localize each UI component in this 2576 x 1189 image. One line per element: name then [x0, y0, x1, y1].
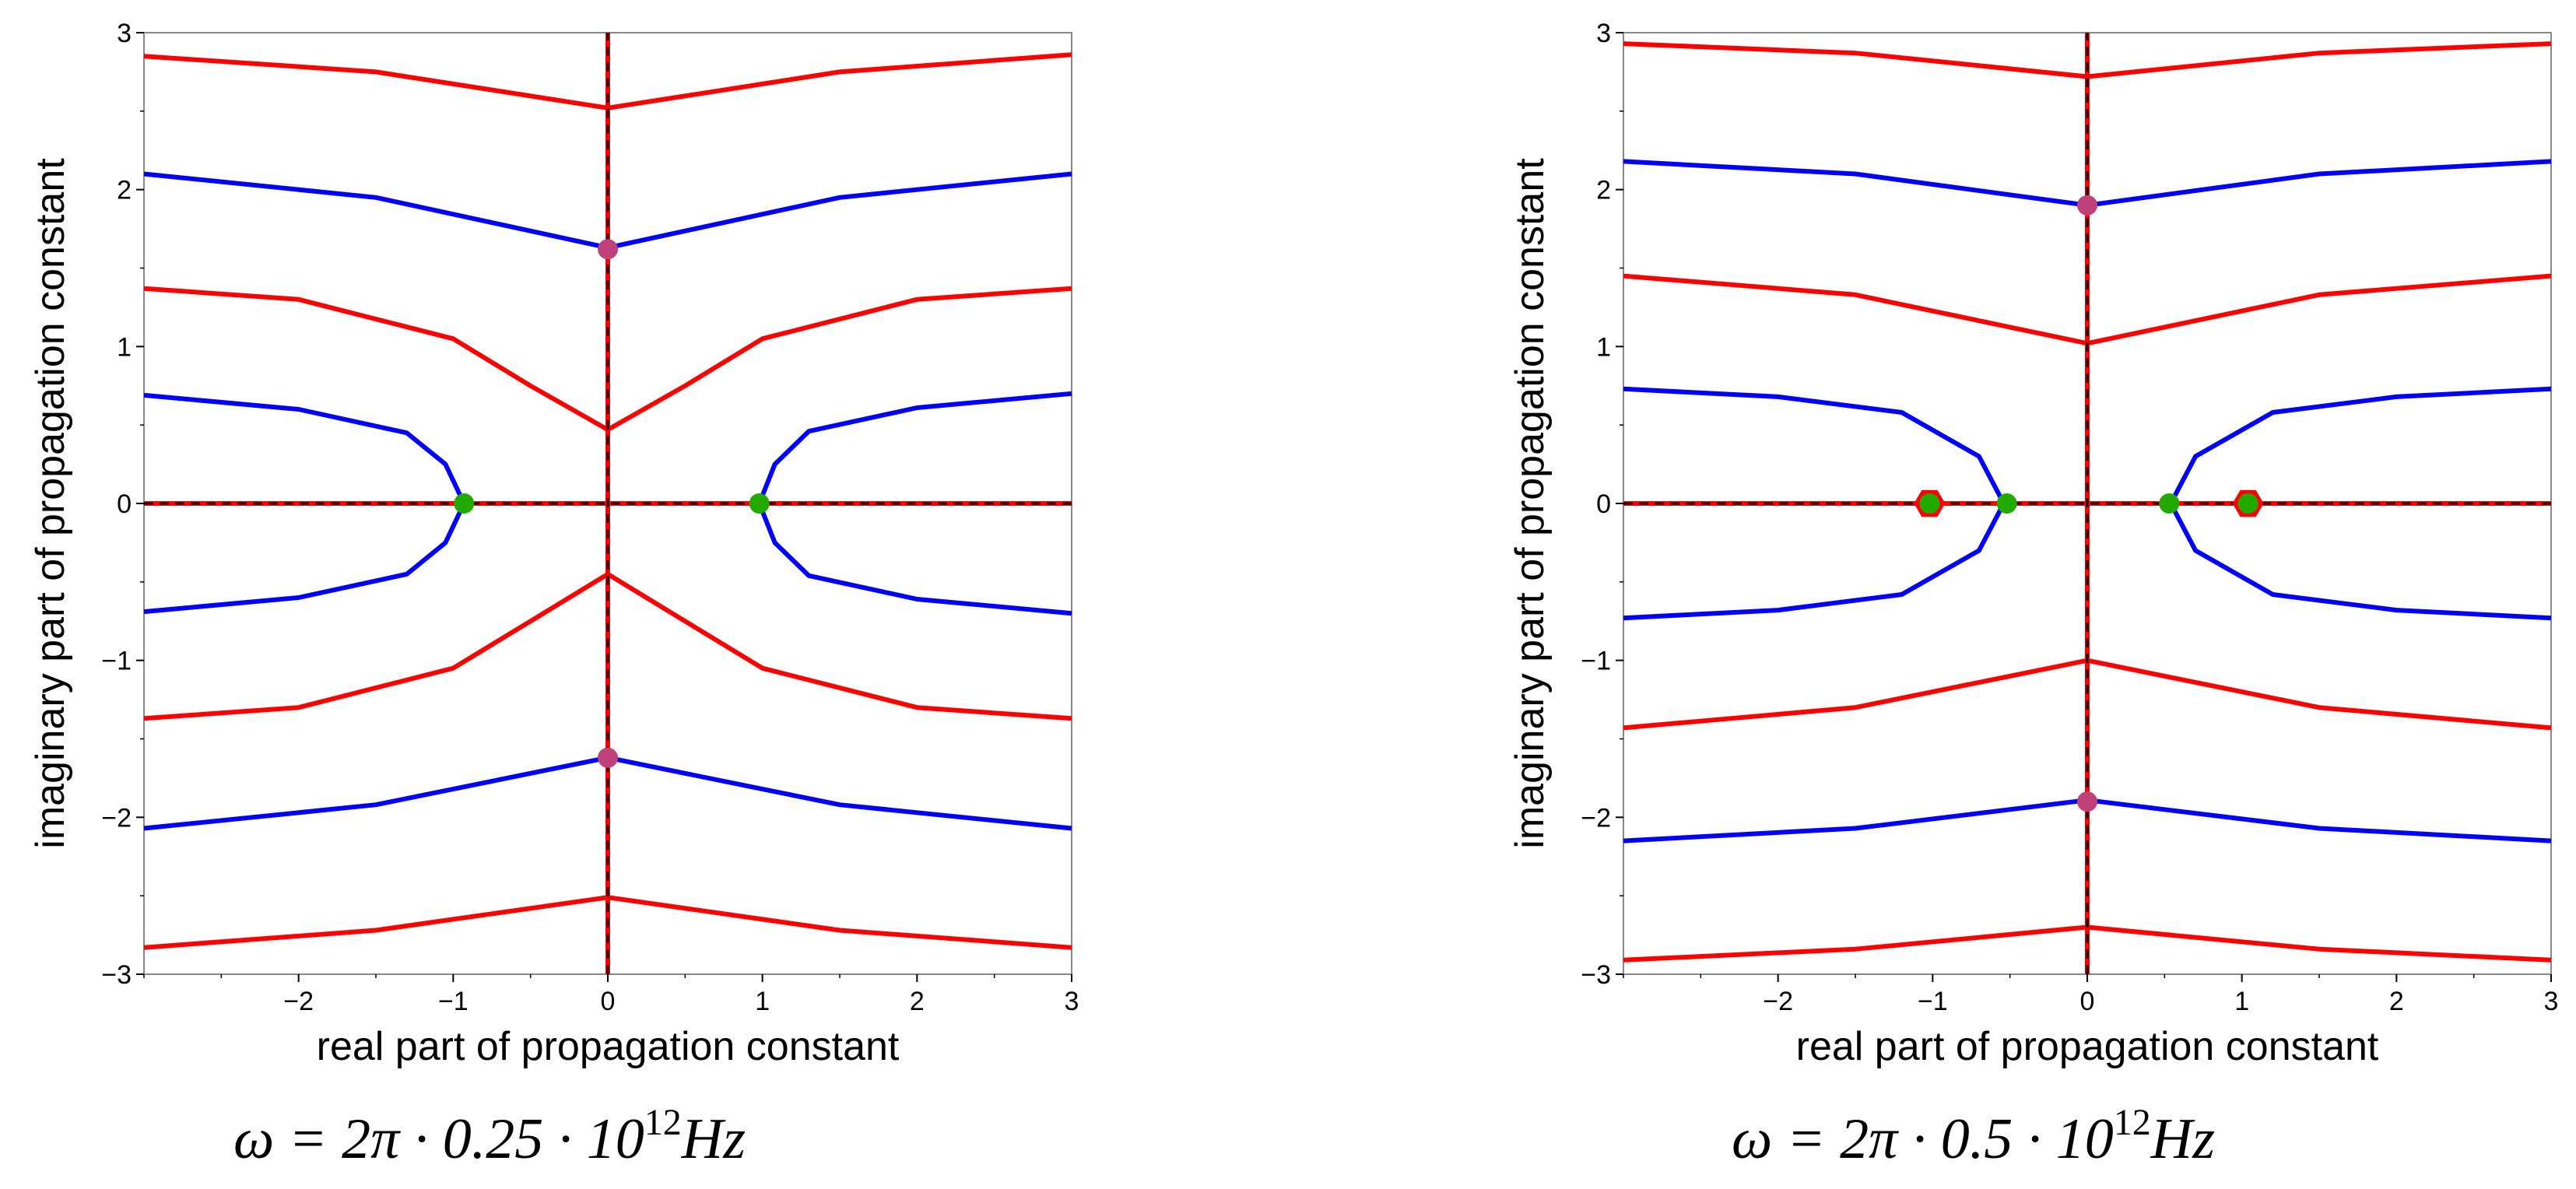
green-point-marker-1 [749, 493, 770, 514]
y-tick-label: −3 [101, 960, 132, 990]
x-tick-label: −1 [1918, 987, 1948, 1016]
y-tick-label: 0 [117, 489, 132, 519]
x-tick-label: −1 [438, 987, 469, 1016]
caption-exponent: 12 [2114, 1102, 2151, 1143]
frequency-caption: ω = 2π · 0.25 · 1012Hz [233, 1102, 746, 1171]
x-tick-label: 3 [1065, 987, 1079, 1016]
y-tick-label: 1 [117, 332, 132, 362]
y-tick-label: −1 [1581, 647, 1611, 676]
x-tick-label: 3 [2544, 987, 2559, 1016]
y-tick-label: 2 [117, 176, 132, 205]
caption-exponent: 12 [644, 1102, 682, 1143]
green-point-marker-0 [1996, 493, 2017, 514]
green-point-marker-5 [2237, 493, 2258, 514]
x-tick-label: 1 [755, 987, 770, 1016]
x-tick-label: 2 [2389, 987, 2404, 1016]
caption-text: ω = 2π · 0.25 · 10 [233, 1107, 644, 1171]
x-axis-title: real part of propagation constant [317, 1024, 900, 1069]
y-axis-title: imaginary part of propagation constant [28, 158, 73, 849]
magenta-point-marker-2 [598, 239, 618, 260]
y-axis-ticks: −3 −2 −1 0 1 2 3 [101, 19, 144, 990]
plot-marks [143, 33, 1072, 974]
caption-unit: Hz [2150, 1107, 2215, 1171]
caption-unit: Hz [681, 1107, 746, 1171]
x-tick-label: 0 [601, 987, 616, 1016]
green-point-marker-1 [2159, 493, 2180, 514]
y-tick-label: 3 [117, 19, 132, 48]
y-tick-label: −1 [101, 647, 132, 676]
x-tick-label: 2 [910, 987, 925, 1016]
magenta-point-marker-2 [2077, 195, 2097, 216]
y-tick-label: 0 [1596, 489, 1611, 519]
x-axis-ticks: −2 −1 0 1 2 3 [1623, 974, 2558, 1016]
magenta-point-marker-3 [2077, 791, 2097, 812]
x-axis-title: real part of propagation constant [1796, 1024, 2379, 1069]
magenta-point-marker-3 [598, 747, 618, 768]
x-tick-label: −2 [283, 987, 314, 1016]
frequency-caption: ω = 2π · 0.5 · 1012Hz [1732, 1102, 2215, 1171]
caption-text: ω = 2π · 0.5 · 10 [1732, 1107, 2114, 1171]
y-axis-ticks: −3 −2 −1 0 1 2 3 [1581, 19, 1623, 990]
x-axis-ticks: −2 −1 0 1 2 3 [143, 974, 1079, 1016]
y-tick-label: 3 [1596, 19, 1611, 48]
y-tick-label: −3 [1581, 960, 1611, 990]
x-tick-label: −2 [1763, 987, 1793, 1016]
y-tick-label: −2 [101, 803, 132, 833]
y-tick-label: 2 [1596, 176, 1611, 205]
green-point-marker-0 [454, 493, 475, 514]
green-point-marker-4 [1919, 493, 1940, 514]
y-tick-label: −2 [1581, 803, 1611, 833]
y-axis-title: imaginary part of propagation constant [1507, 158, 1553, 849]
y-tick-label: 1 [1596, 332, 1611, 362]
x-tick-label: 0 [2080, 987, 2095, 1016]
x-tick-label: 1 [2234, 987, 2249, 1016]
plot-marks [1623, 33, 2552, 974]
